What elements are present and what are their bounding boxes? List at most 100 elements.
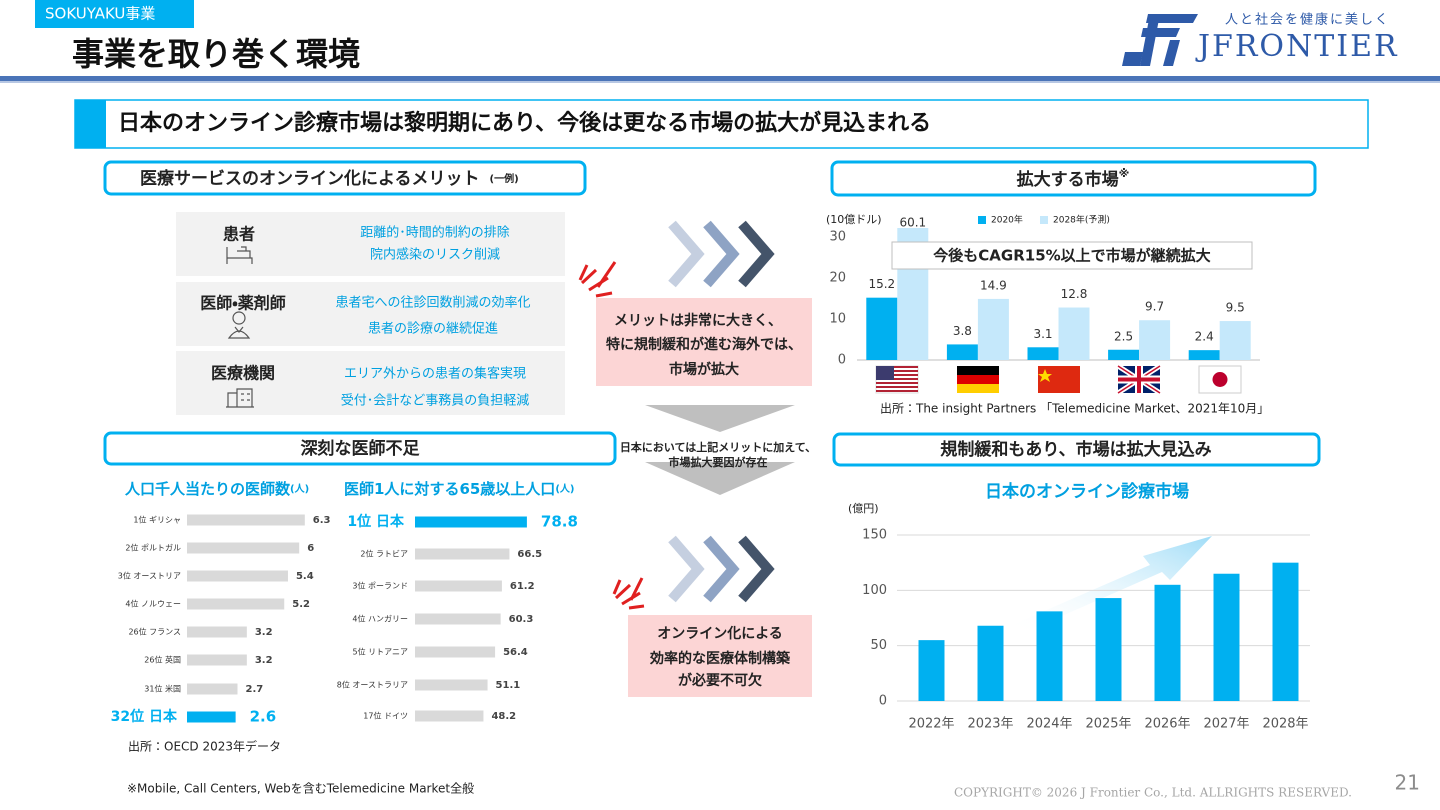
value-label: 2.7 [245,684,263,695]
section-heading: 深刻な医師不足 [301,438,420,459]
flag-de-part [957,366,999,375]
header-rule-light [0,81,1440,83]
chart-title: 日本のオンライン診療市場 [985,481,1189,502]
bar [187,598,285,610]
logo-mark-part [1163,40,1180,66]
burst-part [612,579,622,595]
bar [187,654,247,666]
value-label: 56.4 [503,647,528,658]
headline: 日本のオンライン診療市場は黎明期にあり、今後は更なる市場の拡大が見込まれる [118,110,931,136]
bar [1154,584,1181,701]
category-label: 3位 ポーランド [352,581,408,591]
bar [187,626,247,638]
x-tick-label: 2027年 [1203,717,1249,732]
bar [415,580,502,592]
source: 出所：OECD 2023年データ [128,739,281,754]
merit-item: 距離的･時間的制約の排除 [360,225,510,241]
chevrons-part [668,220,705,288]
section-pill [832,432,1321,467]
flag-uk [1116,363,1162,396]
value-label: 51.1 [496,680,521,691]
logo-mark-part [1140,14,1160,66]
page-title: 事業を取り巻く環境 [72,35,360,73]
category-label: 26位 英国 [144,655,181,665]
x-tick-label: 2022年 [908,717,954,732]
category-label: 31位 米国 [144,684,181,694]
bar [415,646,496,658]
bar [1219,321,1251,360]
title-unit: (人) [290,483,309,495]
title-text: 人口千人当たりの医師数 [124,480,291,498]
value-label: 2.6 [250,708,277,726]
merit-label: 医師・薬剤師 [200,294,285,313]
value-label: 3.2 [255,655,273,666]
bar [187,711,236,723]
flag-de [957,366,999,393]
value-label: 9.5 [1226,301,1245,315]
annotation-box [891,241,1253,270]
source: 出所：The insight Partners 「Telemedicine Ma… [880,402,1269,416]
burst-part [628,604,645,610]
bar [1272,562,1299,701]
bar [415,548,510,560]
callout-line: 効率的な医療体制構築 [649,650,791,667]
category-label: 26位 フランス [128,627,181,637]
chevrons-part [703,535,740,603]
y-tick-label: 30 [829,230,846,245]
category-label: 2位 ラトビア [360,549,408,559]
tagline: 人と社会を健康に美しく [1225,13,1390,28]
merit-icons-part [227,326,251,339]
category-label: 1位 ギリシャ [133,515,181,525]
callout-line: 特に規制緩和が進む海外では、 [606,336,802,353]
burst-part [629,577,644,601]
bar [415,516,527,528]
burst-part [614,583,632,600]
heading-text: 医療サービスのオンライン化によるメリット [140,168,480,189]
category-label: 32位 日本 [111,708,178,725]
value-label: 78.8 [541,513,578,531]
growth-arrow [1005,536,1212,630]
bar [187,570,288,582]
callout-line: メリットは非常に大きく、 [614,312,782,329]
chevrons-part [738,535,775,603]
plots: 0 10 20 30 15.2 60.1 3.8 14.9 3.1 12.8 2.5 9.7 2.4 9.… [111,214,1310,732]
merit-row [176,351,565,415]
logo-text: JFRONTIER [1195,29,1399,64]
x-tick-label: 2028年 [1262,717,1308,732]
y-tick-label: 100 [862,583,887,598]
heading-note: (一例) [490,172,519,185]
merit-row [176,212,565,276]
merit-item: 患者の診療の継続促進 [368,321,498,337]
value-label: 12.8 [1061,287,1088,301]
logo-mark [1122,14,1198,66]
merit-icons-part [226,246,253,264]
flag-us-part [876,386,918,388]
bar [897,228,929,360]
bar [415,710,484,722]
y-tick-label: 150 [862,528,887,543]
flag-cn-part [1038,366,1080,393]
x-tick-label: 2025年 [1085,717,1131,732]
merit-label: 医療機関 [211,364,275,383]
category-label: 3位 オーストリア [118,571,181,581]
legend-label: 2020年 [991,214,1023,226]
footnote: ※Mobile, Call Centers, Webを含むTelemedicin… [127,782,474,796]
burst-part [596,261,617,288]
copyright: COPYRIGHT© 2026 J Frontier Co., Ltd. ALL… [954,786,1352,800]
callout-line: オンライン化による [657,626,783,642]
page-number: 21 [1395,771,1420,795]
category-label: 4位 ハンガリー [352,614,408,624]
flag-us-part [876,378,918,380]
y-tick-label: 0 [838,353,846,368]
callout-line: が必要不可欠 [678,672,762,689]
chevrons [668,220,775,603]
chevrons-part [703,220,740,288]
section-pill [830,160,1317,197]
y-tick-label: 20 [829,271,846,286]
category-label: 17位 ドイツ [363,711,408,721]
bar [415,679,488,691]
value-label: 5.4 [296,571,314,582]
merit-label: 患者 [223,225,255,244]
section-pill [103,160,587,196]
